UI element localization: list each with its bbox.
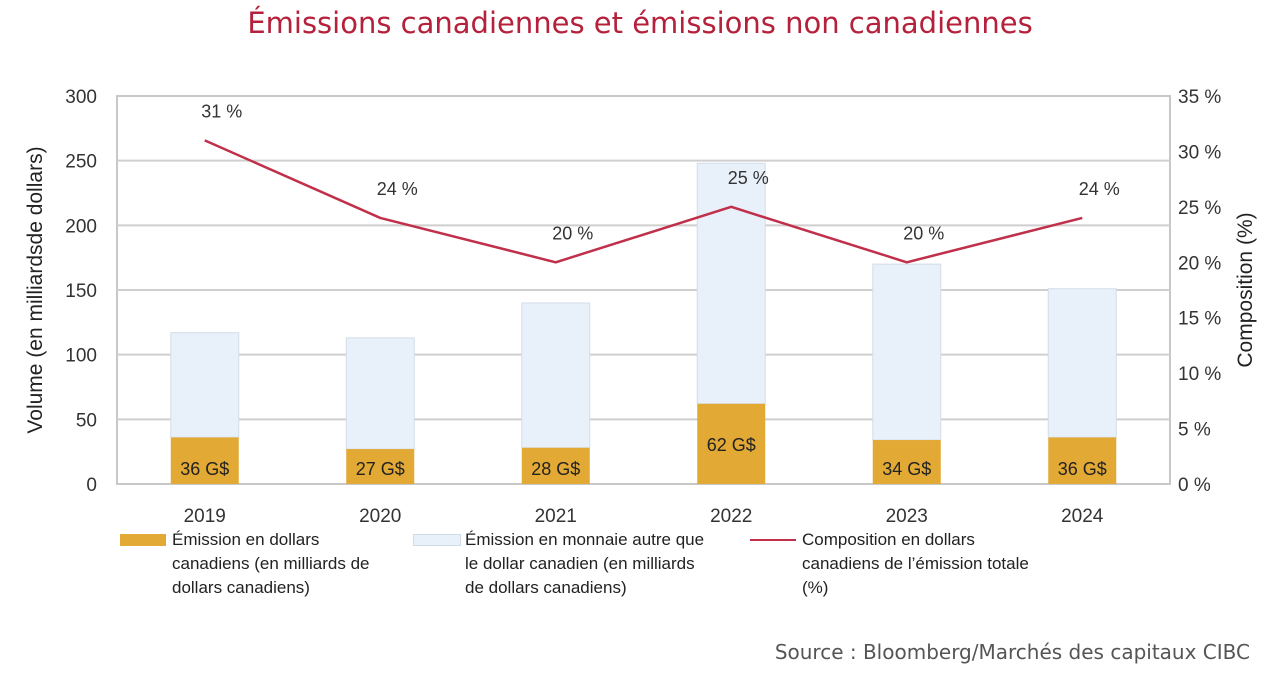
bar-cad xyxy=(346,449,415,484)
line-data-label: 31 % xyxy=(201,101,242,121)
y-tick-label: 100 xyxy=(65,346,97,367)
y-axis-ticks: 0 50 100 150 200 250 300 xyxy=(65,87,97,496)
y2-tick-label: 15 % xyxy=(1178,309,1221,330)
bar-data-label: 62 G$ xyxy=(707,435,756,455)
y2-tick-label: 35 % xyxy=(1178,87,1221,108)
x-axis-ticks: 2019 2020 2021 2022 2023 2024 xyxy=(184,506,1104,527)
bar-cad xyxy=(170,437,239,484)
bars: 36 G$ 27 G$ 28 G$ 62 G$ 34 G$ 36 G$ xyxy=(170,162,1117,484)
legend-swatch-composition xyxy=(750,539,796,541)
line-data-label: 20 % xyxy=(903,223,944,243)
bar-data-label: 36 G$ xyxy=(1058,459,1107,479)
y2-axis-ticks: 0 % 5 % 10 % 15 % 20 % 25 % 30 % 35 % xyxy=(1178,87,1221,496)
y2-tick-label: 30 % xyxy=(1178,142,1221,163)
bar-data-label: 34 G$ xyxy=(882,459,931,479)
bar-cad xyxy=(521,447,590,484)
y-tick-label: 50 xyxy=(76,410,97,431)
bar-data-label: 28 G$ xyxy=(531,459,580,479)
line-data-label: 25 % xyxy=(728,168,769,188)
composition-line xyxy=(204,139,1083,264)
line-series: 31 % 24 % 20 % 25 % 20 % 24 % xyxy=(201,101,1120,264)
y-tick-label: 150 xyxy=(65,281,97,302)
chart-title: Émissions canadiennes et émissions non c… xyxy=(247,6,1033,40)
y-tick-label: 200 xyxy=(65,216,97,237)
y2-tick-label: 0 % xyxy=(1178,475,1211,496)
bar-data-label: 36 G$ xyxy=(180,459,229,479)
source-note: Source : Bloomberg/Marchés des capitaux … xyxy=(774,640,1250,664)
line-data-label: 24 % xyxy=(377,179,418,199)
x-tick-label: 2020 xyxy=(359,506,401,527)
bar-non-cad xyxy=(1047,288,1117,438)
legend-label-composition: Composition en dollars canadiens de l’ém… xyxy=(802,530,1029,597)
y2-tick-label: 20 % xyxy=(1178,253,1221,274)
legend-label-cad: Émission en dollars canadiens (en millia… xyxy=(172,530,370,597)
legend-swatch-cad xyxy=(120,534,166,546)
bar-cad xyxy=(872,440,941,484)
bar-cad xyxy=(1048,437,1117,484)
y-tick-label: 250 xyxy=(65,152,97,173)
y2-tick-label: 10 % xyxy=(1178,364,1221,385)
bar-data-label: 27 G$ xyxy=(356,459,405,479)
y2-tick-label: 25 % xyxy=(1178,198,1221,219)
gridlines xyxy=(116,95,1171,485)
x-tick-label: 2022 xyxy=(710,506,752,527)
x-tick-label: 2024 xyxy=(1061,506,1104,527)
bar-non-cad xyxy=(872,263,942,441)
x-tick-label: 2019 xyxy=(184,506,226,527)
legend-label-non-cad: Émission en monnaie autre que le dollar … xyxy=(465,530,705,597)
y-tick-label: 300 xyxy=(65,87,97,108)
line-data-label: 24 % xyxy=(1079,179,1120,199)
legend-swatch-non-cad xyxy=(413,534,461,546)
y-tick-label: 0 xyxy=(86,475,97,496)
bar-non-cad xyxy=(345,337,415,450)
x-tick-label: 2023 xyxy=(886,506,928,527)
bar-non-cad xyxy=(521,302,591,449)
bar-non-cad xyxy=(170,332,240,438)
y2-tick-label: 5 % xyxy=(1178,420,1211,441)
line-data-label: 20 % xyxy=(552,223,593,243)
y-axis-title: Volume (en milliardsde dollars) xyxy=(24,146,47,433)
bar-cad xyxy=(697,403,766,484)
y2-axis-title: Composition (%) xyxy=(1234,212,1257,367)
bar-non-cad xyxy=(696,162,766,405)
x-tick-label: 2021 xyxy=(535,506,577,527)
